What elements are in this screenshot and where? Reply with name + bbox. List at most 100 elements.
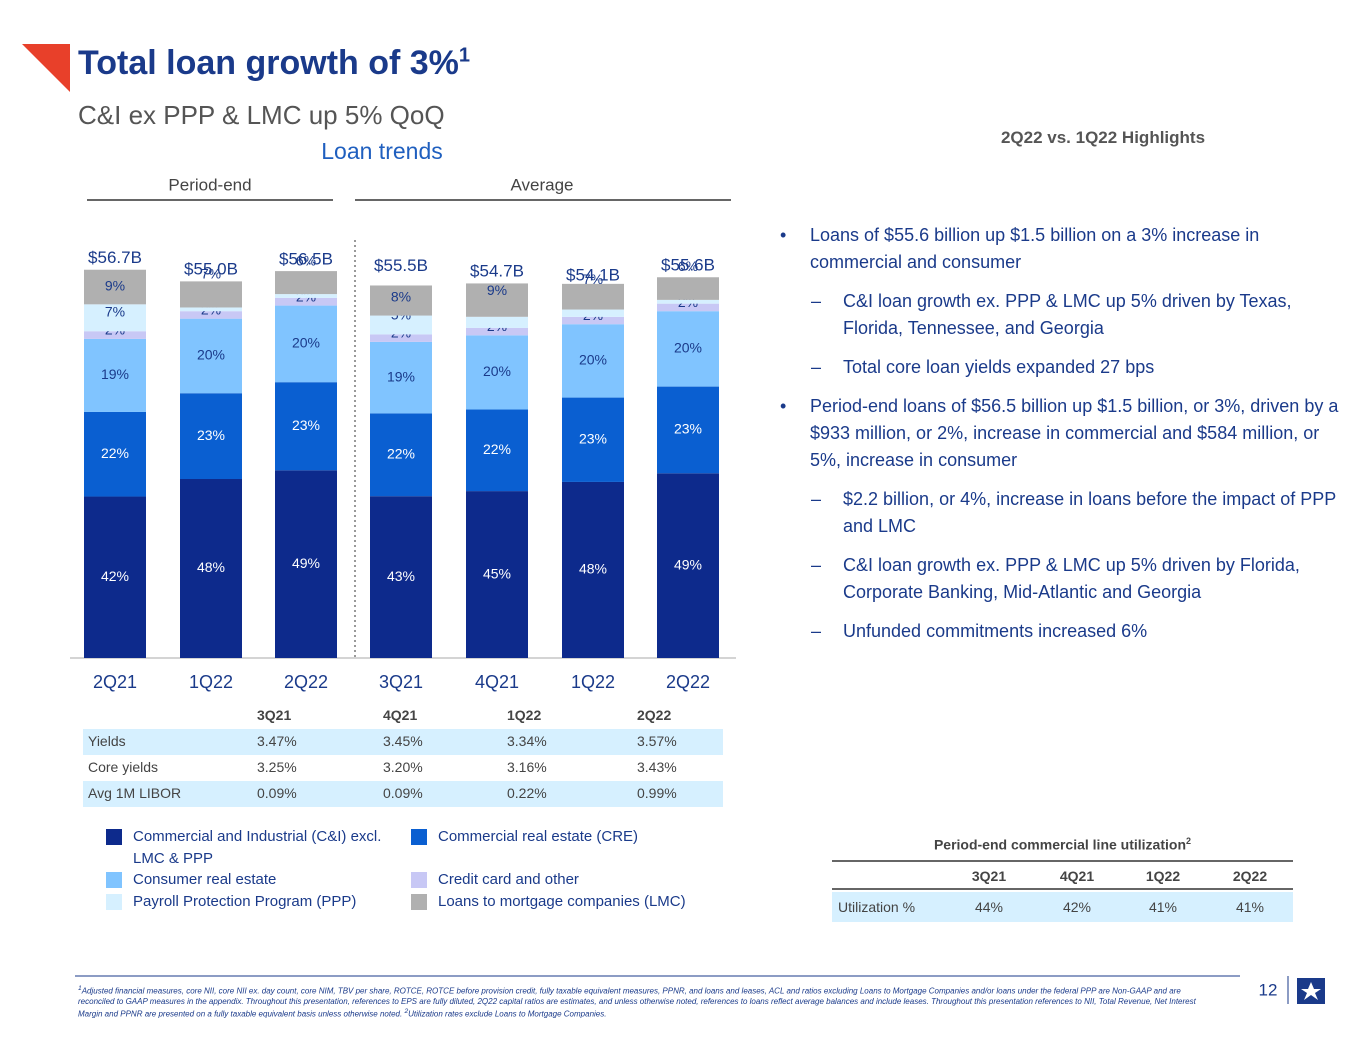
x-tick-label: 2Q21: [93, 672, 137, 692]
footnote: 1Adjusted financial measures, core NII, …: [78, 984, 1218, 1019]
utilization-title-sup: 2: [1186, 836, 1192, 846]
segment-label: 20%: [483, 363, 511, 379]
x-tick-label: 2Q22: [284, 672, 328, 692]
footnote-text: Adjusted financial measures, core NII, c…: [78, 986, 1196, 1019]
bar-segment: [466, 283, 528, 317]
table-cell: 3.45%: [383, 733, 423, 749]
legend-label: Commercial and Industrial (C&I) excl. LM…: [133, 828, 382, 867]
table-header: 2Q22: [637, 707, 672, 723]
segment-label: 7%: [201, 265, 221, 281]
highlight-text: Total core loan yields expanded 27 bps: [843, 357, 1155, 377]
bullet: •: [780, 396, 787, 416]
segment-label: 20%: [579, 352, 607, 368]
table-header: 3Q21: [971, 868, 1007, 884]
bar-segment: [180, 281, 242, 308]
dash: –: [811, 621, 822, 641]
bar-segment: [180, 318, 242, 394]
logo-mark: [22, 44, 70, 92]
table-cell: 0.09%: [383, 785, 423, 801]
subtitle: C&I ex PPP & LMC up 5% QoQ: [78, 100, 445, 130]
table-cell: 41%: [1148, 899, 1178, 915]
table-header: 1Q22: [507, 707, 542, 723]
table-cell: 3.20%: [383, 759, 423, 775]
table-cell: Core yields: [88, 759, 159, 775]
bar-segment: [562, 397, 624, 482]
segment-label: 49%: [292, 555, 320, 571]
bar-segment: [657, 303, 719, 312]
table-cell: 0.99%: [637, 785, 677, 801]
x-tick-label: 2Q22: [666, 672, 710, 692]
table-header: 3Q21: [257, 707, 292, 723]
segment-label: 23%: [674, 421, 702, 437]
total-label: $55.0B: [184, 260, 238, 279]
bar-segment: [562, 324, 624, 398]
highlight-text: C&I loan growth ex. PPP & LMC up 5% driv…: [843, 291, 1292, 338]
segment-label: 23%: [579, 430, 607, 446]
bar-segment: [370, 285, 432, 316]
x-tick-label: 3Q21: [379, 672, 423, 692]
segment-label: 22%: [101, 445, 129, 461]
bar-segment: [657, 386, 719, 474]
bar-segment: [370, 334, 432, 342]
segment-label: 48%: [579, 561, 607, 577]
total-label: $56.7B: [88, 248, 142, 267]
table-cell: 3.43%: [637, 759, 677, 775]
segment-label: 6%: [296, 252, 316, 268]
bar-segment: [370, 315, 432, 335]
highlight-text: Period-end loans of $56.5 billion up $1.…: [810, 396, 1339, 470]
total-label: $55.5B: [374, 256, 428, 275]
segment-label: 7%: [583, 271, 603, 287]
bar-segment: [657, 311, 719, 387]
bar-segment: [180, 311, 242, 319]
bar-segment: [562, 309, 624, 317]
bar-segment: [84, 269, 146, 305]
legend-swatch: [411, 829, 427, 845]
segment-label: 19%: [101, 366, 129, 382]
utilization-title: Period-end commercial line utilization2: [832, 836, 1293, 853]
footnote-sup: 2: [404, 1007, 409, 1015]
segment-label: 45%: [483, 565, 511, 581]
dash: –: [811, 357, 822, 377]
table-cell: 3.57%: [637, 733, 677, 749]
footnote-sup: 1: [78, 985, 82, 992]
bar-segment: [180, 393, 242, 480]
chart-title: Loan trends: [321, 138, 442, 164]
legend-swatch: [106, 872, 122, 888]
group-label: Period-end: [168, 175, 251, 194]
table-cell: 3.34%: [507, 733, 547, 749]
highlight-text: Unfunded commitments increased 6%: [843, 621, 1148, 641]
table-header: 4Q21: [1059, 868, 1095, 884]
segment-label: 43%: [387, 568, 415, 584]
legend-label: Commercial real estate (CRE): [438, 828, 639, 845]
bar-segment: [657, 299, 719, 304]
table-header: 2Q22: [1232, 868, 1268, 884]
bar-segment: [275, 305, 337, 383]
table-cell: 42%: [1062, 899, 1092, 915]
table-cell: 0.09%: [257, 785, 297, 801]
segment-label: 9%: [105, 278, 125, 294]
utilization-title-text: Period-end commercial line utilization: [933, 836, 1187, 853]
table-cell: Yields: [88, 733, 126, 749]
table-cell: 3.25%: [257, 759, 297, 775]
segment-label: 6%: [678, 258, 698, 274]
segment-label: 8%: [391, 289, 411, 305]
segment-label: 20%: [197, 347, 225, 363]
table-cell: Avg 1M LIBOR: [88, 785, 182, 801]
bar-segment: [180, 479, 242, 658]
x-tick-label: 4Q21: [475, 672, 519, 692]
segment-label: 49%: [674, 556, 702, 572]
segment-label: 20%: [674, 340, 702, 356]
segment-label: 20%: [292, 335, 320, 351]
legend-swatch: [106, 829, 122, 845]
legend-label: Consumer real estate: [133, 871, 277, 888]
segment-label: 22%: [387, 446, 415, 462]
bar-segment: [370, 341, 432, 414]
highlights-title: 2Q22 vs. 1Q22 Highlights: [1000, 128, 1206, 147]
row-band: [83, 729, 723, 755]
bar-segment: [275, 294, 337, 298]
table-header: 1Q22: [1145, 868, 1181, 884]
dash: –: [811, 291, 822, 311]
bar-segment: [275, 297, 337, 306]
highlight-text: $2.2 billion, or 4%, increase in loans b…: [843, 489, 1336, 536]
x-tick-label: 1Q22: [189, 672, 233, 692]
